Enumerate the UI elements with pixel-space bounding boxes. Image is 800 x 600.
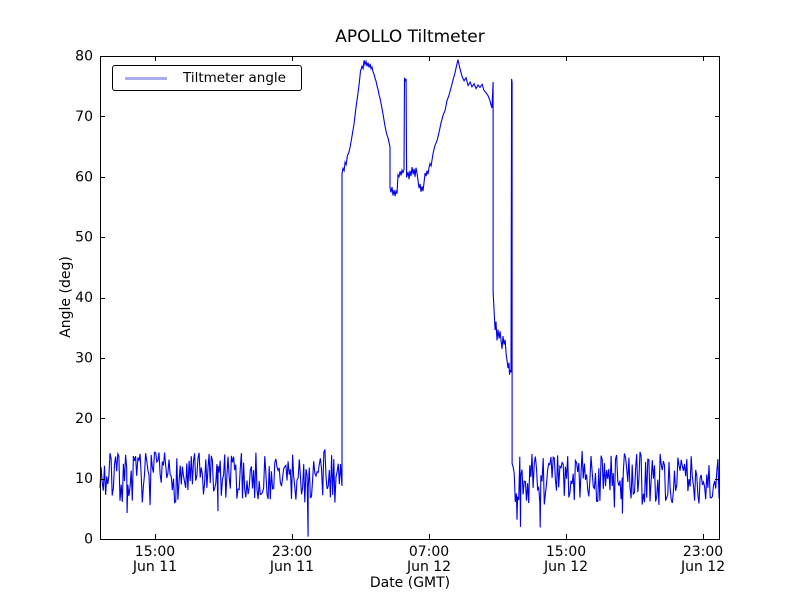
y-tick-label: 10 — [75, 471, 93, 487]
x-tick-time-label: 15:00 — [135, 544, 175, 560]
legend-line-sample-icon — [125, 76, 167, 80]
x-tick-date-label: Jun 12 — [543, 559, 588, 575]
x-tick-date-label: Jun 11 — [269, 559, 314, 575]
legend-label: Tiltmeter angle — [183, 70, 286, 86]
tiltmeter-angle-line — [99, 59, 720, 537]
y-tick-label: 70 — [75, 109, 93, 125]
y-tick-label: 0 — [84, 532, 93, 548]
x-axis-label: Date (GMT) — [369, 575, 451, 591]
x-tick-date-label: Jun 12 — [680, 559, 725, 575]
x-tick-time-label: 23:00 — [683, 544, 723, 560]
y-tick-labels: 0 10 20 30 40 50 60 70 80 — [75, 49, 93, 548]
legend: Tiltmeter angle — [112, 65, 302, 91]
x-tick-date-label: Jun 11 — [132, 559, 177, 575]
y-tick-label: 20 — [75, 411, 93, 427]
x-tick-time-label: 15:00 — [546, 544, 586, 560]
chart-title: APOLLO Tiltmeter — [335, 27, 485, 47]
y-tick-label: 40 — [75, 290, 93, 306]
x-tick-time-label: 07:00 — [409, 544, 449, 560]
y-tick-label: 60 — [75, 169, 93, 185]
y-tick-label: 80 — [75, 49, 93, 65]
tiltmeter-angle-series — [99, 59, 720, 537]
x-tick-date-label: Jun 12 — [406, 559, 451, 575]
y-tick-label: 30 — [75, 350, 93, 366]
y-tick-label: 50 — [75, 230, 93, 246]
axis-ticks — [100, 56, 720, 540]
x-tick-time-label: 23:00 — [272, 544, 312, 560]
